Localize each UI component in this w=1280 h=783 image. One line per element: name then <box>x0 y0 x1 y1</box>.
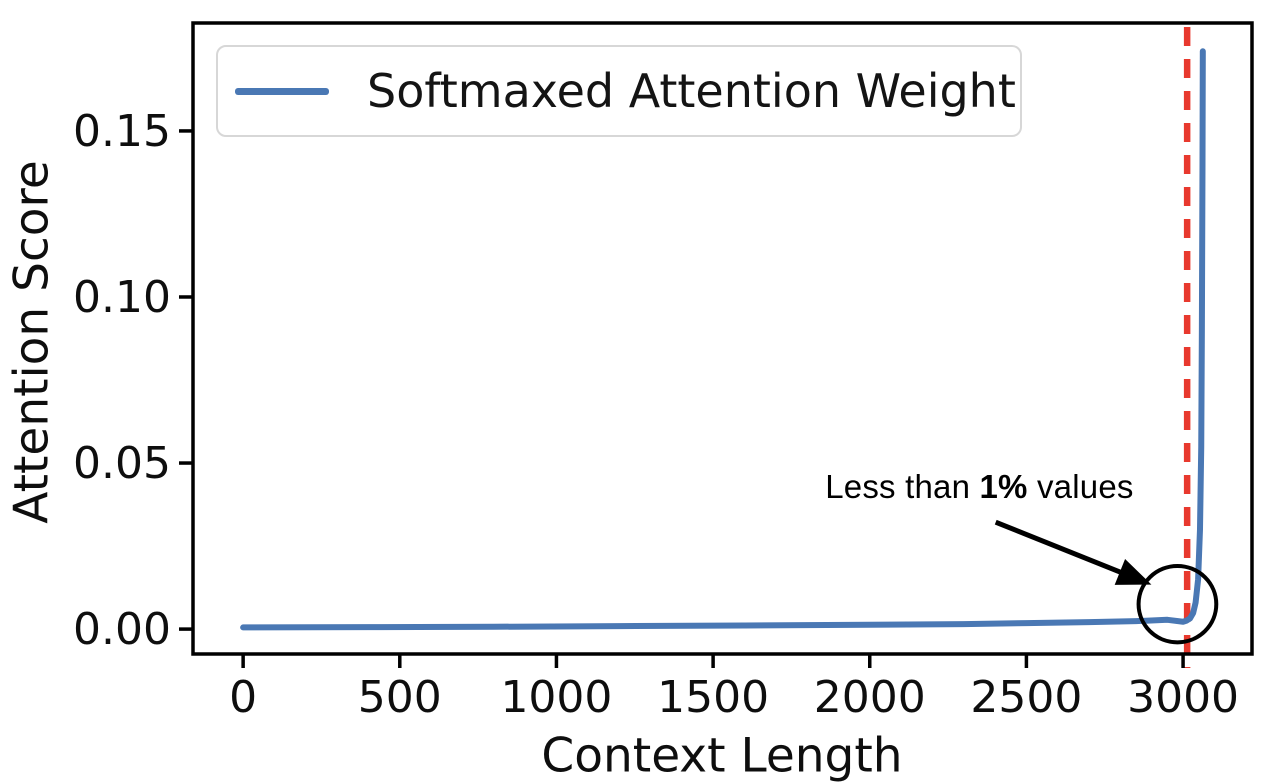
annotation-arrow-shaft <box>994 519 1129 578</box>
annotation-bold: 1% <box>979 468 1028 506</box>
annotation-suffix: values <box>1027 468 1134 506</box>
y-tick-label: 0.05 <box>73 438 171 489</box>
attention-line <box>240 48 1206 631</box>
legend-label: Softmaxed Attention Weight <box>367 64 1016 118</box>
x-tick-label: 1000 <box>500 672 612 723</box>
x-tick-label: 1500 <box>657 672 769 723</box>
y-axis-title: Attention Score <box>4 160 60 524</box>
x-tick-label: 3000 <box>1127 672 1239 723</box>
x-tick-label: 500 <box>358 672 442 723</box>
x-tick-label: 2000 <box>814 672 926 723</box>
annotation-prefix: Less than <box>825 468 980 506</box>
legend: Softmaxed Attention Weight <box>216 45 1022 137</box>
legend-line-sample <box>235 87 329 95</box>
annotation-arrow-head <box>1114 558 1152 585</box>
y-tick-label: 0.00 <box>73 604 171 655</box>
highlight-ellipse <box>1136 563 1219 645</box>
annotation-text: Less than 1% values <box>825 468 1133 506</box>
x-tick-label: 0 <box>229 672 257 723</box>
x-tick-label: 2500 <box>970 672 1082 723</box>
x-axis-title: Context Length <box>541 728 903 783</box>
y-tick-label: 0.10 <box>73 272 171 323</box>
y-tick-label: 0.15 <box>73 106 171 157</box>
plot-border <box>191 21 1254 656</box>
